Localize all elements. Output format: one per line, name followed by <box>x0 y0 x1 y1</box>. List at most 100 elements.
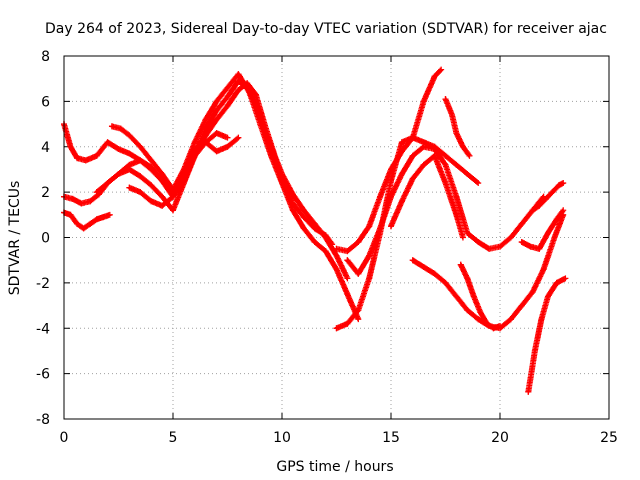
data-point <box>82 157 89 164</box>
data-point <box>137 173 144 180</box>
data-point <box>453 161 460 168</box>
data-point <box>117 125 124 132</box>
data-point <box>486 245 493 252</box>
data-point <box>69 195 76 202</box>
data-point <box>213 107 220 114</box>
data-point <box>180 170 187 177</box>
data-point <box>529 288 536 295</box>
series-arc-13 <box>457 261 503 332</box>
data-point <box>553 279 560 286</box>
data-point <box>74 155 81 162</box>
data-point <box>531 347 538 354</box>
data-point <box>453 193 460 200</box>
series-arc-2 <box>61 77 351 282</box>
data-point <box>442 161 449 168</box>
data-point <box>431 146 438 153</box>
x-tick-label: 15 <box>382 430 400 446</box>
data-point <box>409 257 416 264</box>
data-point <box>333 266 340 273</box>
data-point <box>159 170 166 177</box>
data-point <box>213 148 220 155</box>
data-point <box>344 275 351 282</box>
data-point <box>159 193 166 200</box>
data-point <box>453 211 460 218</box>
data-point <box>126 166 133 173</box>
data-point <box>420 161 427 168</box>
data-point <box>137 157 144 164</box>
data-marks <box>61 66 569 395</box>
data-point <box>442 152 449 159</box>
x-tick-label: 20 <box>491 430 509 446</box>
data-point <box>540 266 547 273</box>
data-point <box>311 239 318 246</box>
series-arc-4 <box>108 71 362 323</box>
data-point <box>507 234 514 241</box>
data-point <box>224 143 231 150</box>
data-point <box>398 170 405 177</box>
data-point <box>148 182 155 189</box>
data-point <box>93 216 100 223</box>
data-point <box>431 152 438 159</box>
series-arc-6 <box>126 134 242 209</box>
data-point <box>544 293 551 300</box>
data-point <box>442 96 449 103</box>
data-point <box>355 270 362 277</box>
data-point <box>549 189 556 196</box>
data-point <box>483 320 490 327</box>
data-point <box>213 116 220 123</box>
data-point <box>322 234 329 241</box>
data-point <box>470 293 477 300</box>
data-point <box>507 316 514 323</box>
data-point <box>464 170 471 177</box>
data-point <box>300 225 307 232</box>
data-point <box>202 139 209 146</box>
data-point <box>475 316 482 323</box>
data-point <box>542 195 549 202</box>
data-point <box>257 121 264 128</box>
data-point <box>159 202 166 209</box>
data-point <box>213 130 220 137</box>
series-arc-1 <box>61 80 336 248</box>
y-tick-label: 2 <box>41 185 50 201</box>
data-point <box>344 257 351 264</box>
data-point <box>355 307 362 314</box>
data-point <box>398 198 405 205</box>
data-point <box>344 320 351 327</box>
x-tick-label: 10 <box>273 430 291 446</box>
marker-band <box>61 78 350 280</box>
series-arc-7 <box>333 134 482 332</box>
data-point <box>137 143 144 150</box>
y-axis-label: SDTVAR / TECUs <box>7 181 23 296</box>
series-arc-3 <box>61 209 113 232</box>
data-point <box>224 84 231 91</box>
data-point <box>453 293 460 300</box>
data-point <box>213 98 220 105</box>
data-point <box>464 229 471 236</box>
data-point <box>202 116 209 123</box>
data-point <box>551 234 558 241</box>
data-point <box>126 132 133 139</box>
y-tick-label: -6 <box>36 367 50 383</box>
data-point <box>477 309 484 316</box>
data-point <box>420 263 427 270</box>
series-arc-10 <box>388 152 466 241</box>
data-point <box>224 102 231 109</box>
x-tick-label: 0 <box>60 430 69 446</box>
data-point <box>431 270 438 277</box>
data-point <box>333 252 340 259</box>
data-point <box>191 148 198 155</box>
data-point <box>137 189 144 196</box>
data-point <box>235 87 242 94</box>
data-point <box>224 93 231 100</box>
data-point <box>289 207 296 214</box>
data-point <box>366 275 373 282</box>
data-point <box>536 245 543 252</box>
data-point <box>475 239 482 246</box>
data-point <box>106 211 113 218</box>
plot-frame <box>63 55 610 420</box>
data-point <box>311 220 318 227</box>
x-tick-label: 5 <box>169 430 178 446</box>
grid <box>64 56 609 419</box>
data-point <box>67 211 74 218</box>
